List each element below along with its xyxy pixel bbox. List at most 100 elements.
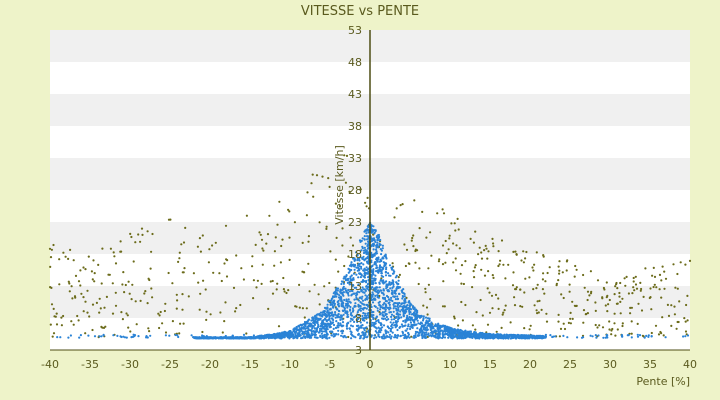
data-point — [288, 258, 291, 261]
data-point — [341, 293, 344, 296]
data-point — [239, 336, 243, 339]
data-point — [184, 226, 187, 229]
data-point — [347, 335, 350, 339]
data-point — [359, 188, 362, 191]
data-point — [474, 264, 477, 267]
data-point — [382, 303, 385, 306]
data-point — [320, 330, 323, 333]
data-point — [485, 247, 488, 250]
data-point — [403, 295, 406, 298]
data-point — [383, 302, 386, 305]
data-point — [391, 286, 394, 289]
data-point — [396, 328, 399, 332]
data-point — [413, 324, 416, 327]
data-point — [300, 326, 303, 329]
data-point — [396, 286, 399, 289]
data-point — [450, 222, 453, 225]
data-point — [672, 263, 675, 266]
data-point — [661, 265, 664, 268]
data-point — [182, 241, 186, 244]
data-point — [399, 325, 402, 328]
data-point — [198, 237, 201, 240]
data-point — [502, 311, 505, 314]
data-point — [513, 304, 517, 307]
data-point — [441, 244, 445, 247]
data-point — [364, 201, 367, 204]
data-point — [388, 333, 391, 336]
data-point — [382, 317, 385, 321]
data-point — [569, 322, 573, 325]
data-point — [523, 291, 526, 294]
data-point — [512, 271, 515, 274]
data-point — [346, 306, 349, 309]
data-point — [686, 319, 689, 322]
data-point — [416, 334, 420, 337]
data-point — [391, 279, 394, 282]
data-point — [331, 311, 334, 314]
data-point — [502, 263, 505, 266]
data-point — [402, 320, 405, 323]
data-point — [301, 307, 304, 310]
data-point — [224, 224, 228, 227]
data-point — [347, 267, 350, 270]
data-point — [374, 294, 377, 297]
data-point — [397, 279, 400, 282]
data-point — [471, 286, 474, 289]
data-point — [293, 221, 296, 224]
data-point — [243, 337, 246, 340]
data-point — [315, 329, 318, 332]
data-point — [340, 334, 343, 337]
data-point — [535, 309, 538, 312]
data-point — [289, 335, 292, 338]
data-point — [410, 239, 413, 242]
data-point — [79, 269, 82, 272]
data-point — [312, 325, 315, 328]
data-point — [273, 250, 276, 253]
data-point — [684, 335, 687, 338]
data-point — [77, 280, 81, 283]
data-point — [49, 286, 52, 289]
data-point — [149, 267, 152, 270]
data-point — [476, 333, 479, 336]
data-point — [557, 265, 560, 268]
data-point — [355, 328, 359, 331]
data-point — [365, 296, 368, 299]
data-point — [92, 259, 95, 262]
data-point — [371, 321, 374, 324]
data-point — [370, 244, 373, 247]
data-point — [377, 236, 380, 239]
data-point — [393, 324, 396, 327]
data-point — [594, 301, 597, 304]
data-point — [346, 281, 349, 284]
data-point — [453, 317, 456, 320]
data-point — [397, 286, 400, 289]
data-point — [458, 247, 461, 250]
data-point — [355, 251, 358, 254]
data-point — [50, 303, 54, 306]
data-point — [400, 302, 403, 305]
data-point — [356, 269, 359, 272]
data-point — [269, 335, 272, 338]
data-point — [650, 331, 653, 335]
data-point — [430, 335, 433, 338]
data-point — [409, 327, 412, 331]
data-point — [120, 311, 123, 314]
data-point — [407, 325, 410, 328]
data-point — [55, 312, 58, 315]
data-point — [391, 262, 394, 265]
y-axis-label: Vitesse [km/h] — [333, 145, 346, 225]
data-point — [403, 243, 406, 246]
data-point — [404, 264, 407, 268]
data-point — [365, 279, 368, 283]
data-point — [390, 296, 393, 299]
data-point — [483, 274, 487, 277]
data-point — [310, 324, 313, 327]
data-point — [515, 286, 518, 289]
data-point — [386, 283, 389, 286]
data-point — [429, 298, 432, 301]
data-point — [234, 310, 237, 313]
data-point — [357, 263, 360, 266]
data-point — [159, 310, 162, 314]
data-point — [357, 299, 360, 302]
data-point — [364, 289, 367, 292]
